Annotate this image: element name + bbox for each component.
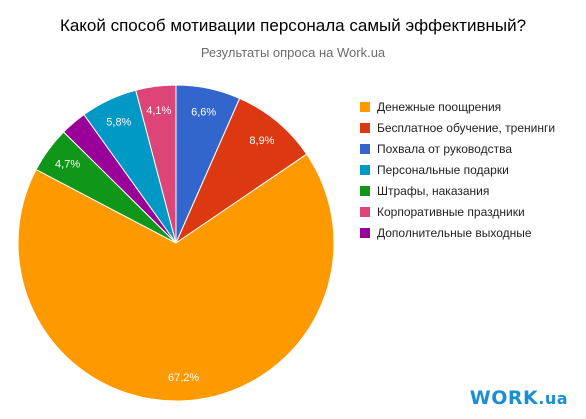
legend-label: Дополнительные выходные bbox=[377, 225, 532, 240]
logo-domain: .ua bbox=[538, 389, 568, 408]
legend-label: Корпоративные праздники bbox=[377, 204, 525, 219]
legend-item: Штрафы, наказания bbox=[360, 180, 555, 201]
pie-slice bbox=[135, 84, 177, 244]
slice-label: 5,8% bbox=[106, 116, 131, 128]
legend-item: Денежные поощрения bbox=[360, 96, 555, 117]
legend-label: Похвала от руководства bbox=[377, 141, 512, 156]
slice-label: 8,9% bbox=[249, 135, 274, 147]
legend-swatch bbox=[360, 143, 370, 154]
legend-swatch bbox=[360, 122, 370, 133]
legend-label: Денежные поощрения bbox=[377, 99, 502, 114]
legend-label: Персональные подарки bbox=[377, 162, 509, 177]
logo-main: WORK bbox=[469, 387, 539, 409]
chart-subtitle: Результаты опроса на Work.ua bbox=[200, 45, 386, 60]
legend-label: Штрафы, наказания bbox=[377, 183, 490, 198]
chart-legend: Денежные поощрения Бесплатное обучение, … bbox=[360, 96, 555, 243]
pie-slice bbox=[17, 153, 335, 402]
legend-item: Корпоративные праздники bbox=[360, 201, 555, 222]
legend-item: Персональные подарки bbox=[360, 159, 555, 180]
slice-label: 6,6% bbox=[191, 107, 216, 119]
legend-item: Бесплатное обучение, тренинги bbox=[360, 117, 555, 138]
chart-title: Какой способ мотивации персонала самый э… bbox=[59, 16, 527, 35]
slice-label: 4,7% bbox=[55, 159, 80, 171]
legend-label: Бесплатное обучение, тренинги bbox=[377, 120, 556, 135]
legend-item: Дополнительные выходные bbox=[360, 222, 555, 243]
legend-swatch bbox=[360, 164, 370, 175]
pie-slice bbox=[174, 97, 308, 245]
legend-item: Похвала от руководства bbox=[360, 138, 555, 159]
legend-swatch bbox=[360, 206, 370, 217]
slice-label: 67,2% bbox=[168, 372, 199, 384]
legend-swatch bbox=[360, 101, 370, 112]
legend-swatch bbox=[360, 227, 370, 238]
legend-swatch bbox=[360, 185, 370, 196]
slice-label: 4,1% bbox=[146, 105, 171, 117]
work-ua-logo[interactable]: WORK.ua bbox=[470, 387, 568, 409]
